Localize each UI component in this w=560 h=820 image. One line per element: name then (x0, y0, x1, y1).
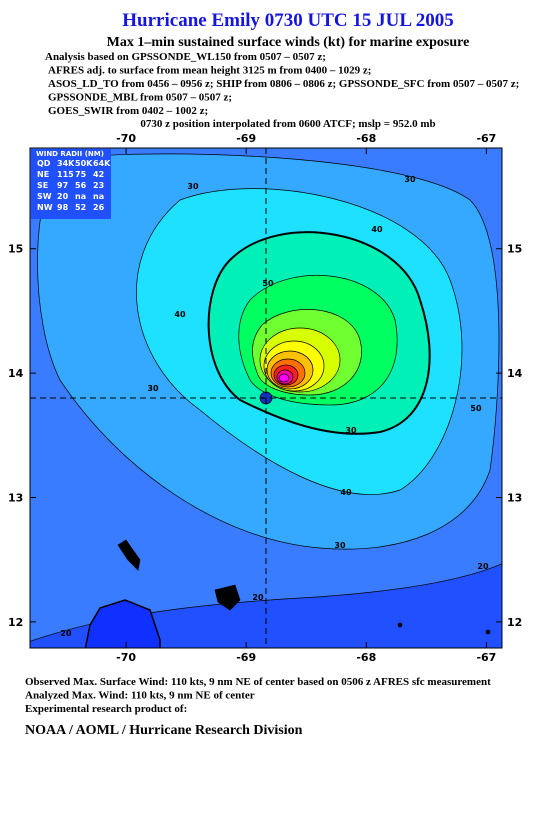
lon-tick-label: -68 (356, 651, 376, 664)
lat-tick-label: 15 (8, 243, 23, 256)
wind-field (30, 148, 502, 648)
lat-tick-label: 12 (507, 616, 522, 629)
lat-tick-label: 13 (507, 492, 522, 505)
wind-radii-cell: 75 (75, 170, 87, 179)
analysis-line: GOES_SWIR from 0402 – 1002 z; (48, 105, 208, 117)
subtitle: Max 1–min sustained surface winds (kt) f… (107, 35, 470, 50)
contour-label: 30 (334, 541, 346, 550)
wind-radii-cell: 26 (93, 203, 105, 212)
contour-label: 40 (371, 225, 383, 234)
wind-radii-cell: SW (37, 192, 52, 201)
wind-radii-cell: 42 (93, 170, 104, 179)
footer-line: Observed Max. Surface Wind: 110 kts, 9 n… (25, 676, 491, 688)
contour-label: 40 (174, 310, 186, 319)
wind-radii-header: 50K (75, 159, 93, 168)
contour-label: 30 (147, 384, 159, 393)
wind-radii-cell: 97 (57, 181, 68, 190)
footer-org: NOAA / AOML / Hurricane Research Divisio… (25, 723, 303, 738)
analysis-line: Analysis based on GPSSONDE_WL150 from 05… (45, 51, 326, 63)
lon-tick-label: -70 (116, 651, 136, 664)
wind-radii-title: WIND RADII (NM) (36, 150, 104, 158)
wind-radii-header: 34K (57, 159, 75, 168)
contour-label: 20 (252, 593, 264, 602)
lat-tick-label: 14 (8, 367, 24, 380)
wind-radii-cell: NW (37, 203, 53, 212)
wind-radii-cell: 52 (75, 203, 86, 212)
lat-tick-label: 12 (8, 616, 23, 629)
footer-line: Analyzed Max. Wind: 110 kts, 9 nm NE of … (25, 690, 255, 702)
lon-tick-label: -70 (116, 132, 136, 145)
title: Hurricane Emily 0730 UTC 15 JUL 2005 (122, 10, 453, 31)
lon-tick-label: -69 (236, 132, 256, 145)
wind-radii-header: QD (37, 159, 51, 168)
analysis-line: ASOS_LD_TO from 0456 – 0956 z; SHIP from… (48, 78, 519, 90)
wind-radii-cell: 23 (93, 181, 104, 190)
contour-label: 30 (345, 426, 357, 435)
wind-radii-header: 64K (93, 159, 111, 168)
wind-radii-cell: 115 (57, 170, 74, 179)
wind-radii-cell: na (75, 192, 86, 201)
footer-line: Experimental research product of: (25, 703, 187, 715)
wind-radii-cell: NE (37, 170, 49, 179)
analysis-line: GPSSONDE_MBL from 0507 – 0507 z; (48, 92, 232, 104)
contour-label: 30 (404, 175, 416, 184)
position-note: 0730 z position interpolated from 0600 A… (140, 118, 435, 130)
analysis-line: AFRES adj. to surface from mean height 3… (48, 65, 371, 77)
wind-radii-box (31, 149, 111, 219)
lon-tick-label: -67 (476, 132, 496, 145)
contour-label: 30 (187, 182, 199, 191)
wind-radii-cell: SE (37, 181, 48, 190)
contour-label: 40 (340, 488, 352, 497)
wind-radii-cell: 98 (57, 203, 69, 212)
lat-tick-label: 13 (8, 492, 23, 505)
contour-label: 50 (262, 279, 274, 288)
lon-tick-label: -67 (476, 651, 496, 664)
contour-label: 20 (60, 629, 72, 638)
wind-radii-cell: 56 (75, 181, 87, 190)
contour-label: 50 (470, 404, 482, 413)
lon-tick-label: -68 (356, 132, 376, 145)
wind-radii-cell: 20 (57, 192, 69, 201)
lat-tick-label: 15 (507, 243, 522, 256)
lon-tick-label: -69 (236, 651, 256, 664)
wind-radii-cell: na (93, 192, 104, 201)
lat-tick-label: 14 (507, 367, 523, 380)
contour-label: 20 (477, 562, 489, 571)
